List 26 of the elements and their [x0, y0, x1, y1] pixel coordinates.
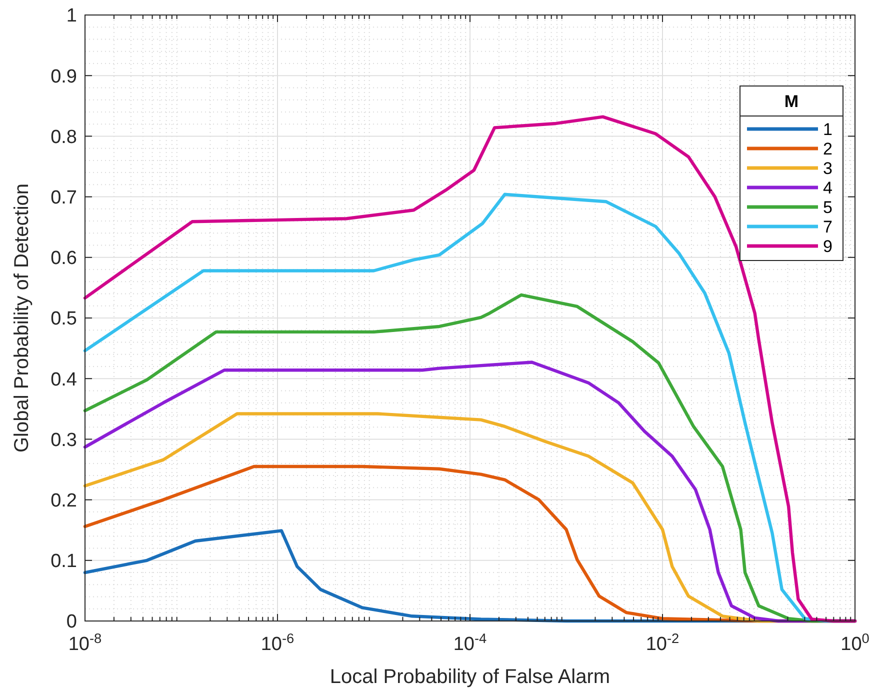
y-tick-label: 0.1 [50, 551, 77, 572]
x-tick-label: 10$^{-4}$ [453, 630, 488, 655]
x-axis-title: Local Probability of False Alarm [330, 666, 610, 688]
y-tick-label: 0.7 [50, 187, 77, 208]
y-tick-label: 0.4 [50, 369, 78, 390]
y-tick-label: 1 [66, 6, 77, 27]
x-tick-label: 10$^{0}$ [840, 630, 870, 655]
legend-label: 1 [823, 120, 832, 139]
legend-title: M [784, 92, 799, 111]
y-tick-label: 0.6 [50, 248, 77, 270]
y-tick-label: 0.9 [50, 66, 77, 88]
x-tick-label: 10$^{-6}$ [260, 630, 294, 655]
legend-label: 3 [823, 158, 832, 178]
y-tick-label: 0.2 [50, 490, 77, 512]
legend-label: 4 [823, 178, 832, 198]
legend-label: 7 [823, 217, 832, 236]
y-axis-title: Global Probability of Detection [11, 183, 33, 453]
x-tick-label: 10$^{-8}$ [68, 630, 102, 655]
x-tick-label: 10$^{-2}$ [646, 630, 680, 655]
y-tick-label: 0.3 [50, 430, 77, 451]
y-tick-label: 0.5 [50, 308, 77, 330]
y-tick-label: 0.8 [50, 126, 77, 148]
legend-label: 9 [823, 236, 832, 256]
y-tick-label: 0 [66, 612, 77, 633]
legend-label: 5 [823, 198, 832, 217]
legend-label: 2 [823, 139, 832, 158]
